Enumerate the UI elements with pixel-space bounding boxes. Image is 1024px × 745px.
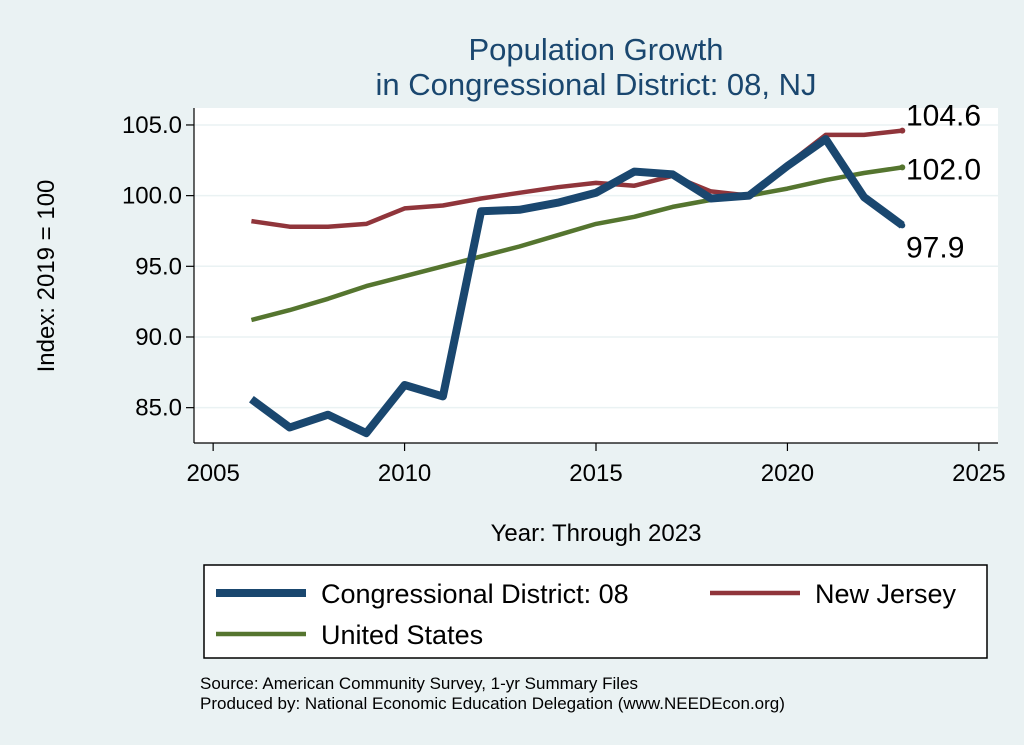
series-endpoint-united-states xyxy=(899,164,906,171)
legend-box xyxy=(203,564,988,659)
legend: Congressional District: 08 New Jersey Unit… xyxy=(203,564,988,659)
series-line-united-states xyxy=(250,165,903,323)
y-tick-label: 85.0 xyxy=(135,395,182,422)
y-axis-title: Index: 2019 = 100 xyxy=(33,180,60,373)
series-endpoint-new-jersey xyxy=(899,127,906,134)
y-axis-ticks: 85.0 90.0 95.0 100.0 105.0 xyxy=(122,112,194,422)
x-tick-label: 2025 xyxy=(952,460,1005,487)
chart-title-line-1: Population Growth xyxy=(468,32,723,67)
x-tick-label: 2020 xyxy=(761,460,814,487)
y-tick-label: 100.0 xyxy=(122,183,182,210)
end-label-congressional-district-08: 97.9 xyxy=(906,231,964,264)
source-note: Source: American Community Survey, 1-yr … xyxy=(200,674,638,693)
y-tick-label: 105.0 xyxy=(122,112,182,139)
x-axis-title: Year: Through 2023 xyxy=(491,520,702,547)
legend-label-united-states: United States xyxy=(321,620,483,650)
x-axis-ticks: 2005 2010 2015 2020 2025 xyxy=(186,443,1006,487)
chart-title-line-2: in Congressional District: 08, NJ xyxy=(375,67,816,102)
series-lines xyxy=(249,127,906,438)
end-value-labels: 97.9 104.6 102.0 xyxy=(906,100,981,265)
x-tick-label: 2005 xyxy=(186,460,239,487)
legend-label-congressional-district-08: Congressional District: 08 xyxy=(321,579,629,609)
y-tick-label: 90.0 xyxy=(135,324,182,351)
plot-area xyxy=(194,108,998,443)
legend-label-new-jersey: New Jersey xyxy=(815,579,957,609)
end-label-united-states: 102.0 xyxy=(906,153,981,186)
x-tick-label: 2010 xyxy=(378,460,431,487)
series-endpoint-congressional-district-08 xyxy=(899,222,906,229)
producer-note: Produced by: National Economic Education… xyxy=(200,694,785,713)
x-tick-label: 2015 xyxy=(569,460,622,487)
series-line-congressional-district-08 xyxy=(249,135,905,438)
y-tick-label: 95.0 xyxy=(135,253,182,280)
end-label-new-jersey: 104.6 xyxy=(906,100,981,133)
